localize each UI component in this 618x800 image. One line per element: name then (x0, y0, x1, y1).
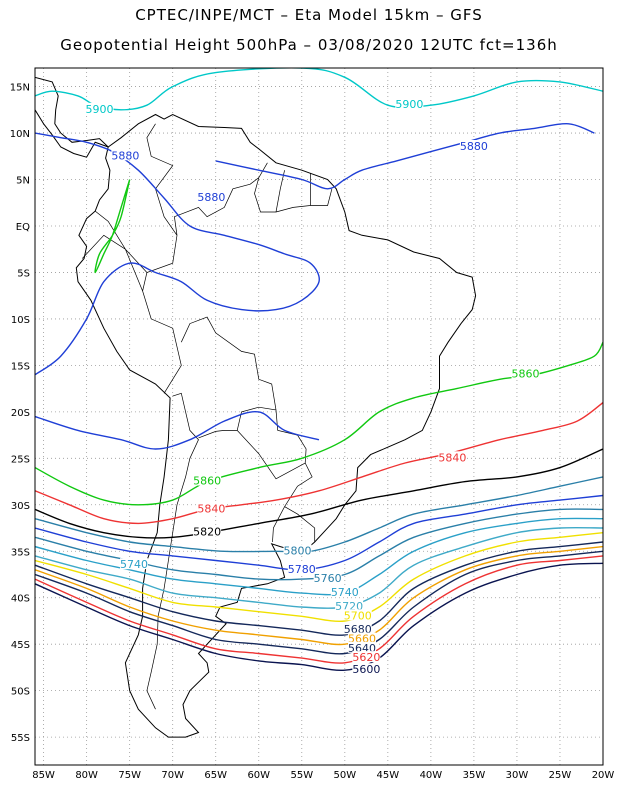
contour-label-bg (459, 139, 488, 151)
latitude-tick-label: 15S (11, 361, 30, 372)
contour-5680 (35, 541, 603, 636)
contour-5740 (35, 517, 603, 596)
longitude-tick-label: 55W (290, 770, 313, 781)
latitude-tick-label: 10N (10, 129, 30, 140)
latitude-tick-label: 30S (11, 501, 30, 512)
longitude-tick-label: 20W (592, 770, 615, 781)
longitude-tick-label: 60W (247, 770, 270, 781)
contour-label-5600: 5600 (352, 663, 380, 676)
longitude-tick-label: 25W (549, 770, 572, 781)
contour-5780 (35, 494, 603, 571)
contour-5900 (35, 68, 603, 111)
latitude-ticks: 15N 10N 5N EQ 5S 10S 15S 20S 25S 30S 35S 40S 45S 50S 5… (10, 83, 30, 745)
contour-label-5840: 5840 (438, 451, 466, 464)
contour-label-5800: 5800 (283, 544, 311, 557)
contour-5880 (35, 132, 320, 376)
contour-5660 (35, 545, 603, 646)
contour-label-bg (438, 451, 467, 463)
contour-5880 (215, 123, 595, 190)
contour-label-5740: 5740 (120, 558, 148, 571)
coastline-south-america (75, 113, 477, 738)
contour-label-bg (395, 98, 424, 110)
contour-5640 (35, 550, 603, 655)
map-subtitle: Geopotential Height 500hPa – 03/08/2020 … (60, 36, 558, 54)
contour-label-bg (343, 623, 372, 635)
contour-label-5700: 5700 (344, 609, 372, 622)
contour-label-5780: 5780 (288, 563, 316, 576)
contour-label-bg (111, 149, 140, 161)
contour-5700 (35, 532, 603, 622)
map-title: CPTEC/INPE/MCT – Eta Model 15km – GFS (135, 6, 483, 24)
contour-5860 (35, 341, 603, 506)
latitude-tick-label: 50S (11, 687, 30, 698)
contour-label-5900: 5900 (86, 103, 114, 116)
contour-label-bg (352, 663, 381, 675)
contour-label-5880: 5880 (111, 149, 139, 162)
latitude-tick-label: 5N (16, 176, 30, 187)
contour-label-bg (193, 525, 222, 537)
latitude-tick-label: 10S (11, 315, 30, 326)
latitude-tick-label: 15N (10, 83, 30, 94)
contour-label-5840: 5840 (197, 502, 225, 515)
contour-5620 (35, 555, 603, 664)
contour-5600 (35, 562, 603, 672)
contour-label-5820: 5820 (193, 526, 221, 539)
contour-label-bg (287, 562, 316, 574)
small-contour-loop (94, 179, 131, 274)
latitude-tick-label: 55S (11, 733, 30, 744)
geopotential-contours (35, 68, 603, 672)
contour-label-bg (352, 651, 381, 663)
contour-label-bg (330, 586, 359, 598)
contour-label-bg (119, 558, 148, 570)
contour-label-5880: 5880 (460, 140, 488, 153)
contour-label-bg (193, 474, 222, 486)
latitude-tick-label: EQ (16, 222, 30, 233)
contour-5800 (35, 476, 603, 553)
longitude-ticks: 85W 80W 75W 70W 65W 60W 55W 50W 45W 40W 35W 30W 25W 2… (32, 770, 614, 781)
contour-label-5900: 5900 (395, 98, 423, 111)
contour-5880 (35, 410, 320, 450)
contour-label-bg (511, 367, 540, 379)
latitude-tick-label: 5S (17, 268, 30, 279)
longitude-tick-label: 65W (204, 770, 227, 781)
longitude-tick-label: 45W (377, 770, 400, 781)
contour-label-5760: 5760 (314, 572, 342, 585)
contour-label-5740: 5740 (331, 586, 359, 599)
coastline-central-america (35, 76, 109, 158)
longitude-tick-label: 70W (161, 770, 184, 781)
latitude-tick-label: 20S (11, 408, 30, 419)
contour-label-bg (313, 572, 342, 584)
contour-label-bg (197, 191, 226, 203)
contour-label-bg (197, 502, 226, 514)
longitude-tick-label: 30W (506, 770, 529, 781)
contour-5720 (35, 526, 603, 609)
latitude-tick-label: 45S (11, 640, 30, 651)
contour-5840 (35, 402, 603, 525)
contour-label-5620: 5620 (352, 651, 380, 664)
contour-label-5860: 5860 (193, 475, 221, 488)
longitude-tick-label: 75W (118, 770, 141, 781)
contour-label-bg (343, 609, 372, 621)
contour-label-bg (85, 102, 114, 114)
latitude-tick-label: 25S (11, 454, 30, 465)
latitude-tick-label: 35S (11, 547, 30, 558)
longitude-tick-label: 50W (334, 770, 357, 781)
contour-label-5880: 5880 (197, 191, 225, 204)
longitude-tick-label: 35W (463, 770, 486, 781)
contour-label-bg (283, 544, 312, 556)
longitude-tick-label: 80W (75, 770, 98, 781)
contour-label-bg (335, 600, 364, 612)
contour-label-5860: 5860 (512, 368, 540, 381)
longitude-tick-label: 85W (32, 770, 55, 781)
longitude-tick-label: 40W (420, 770, 443, 781)
contour-label-bg (348, 632, 377, 644)
contour-5820 (35, 448, 603, 539)
contour-labels: 5900 5900 5880 5880 5880 5860 5860 5840 5840 5820… (85, 98, 540, 676)
map-frame (34, 67, 604, 766)
contour-label-bg (348, 641, 377, 653)
latitude-tick-label: 40S (11, 594, 30, 605)
